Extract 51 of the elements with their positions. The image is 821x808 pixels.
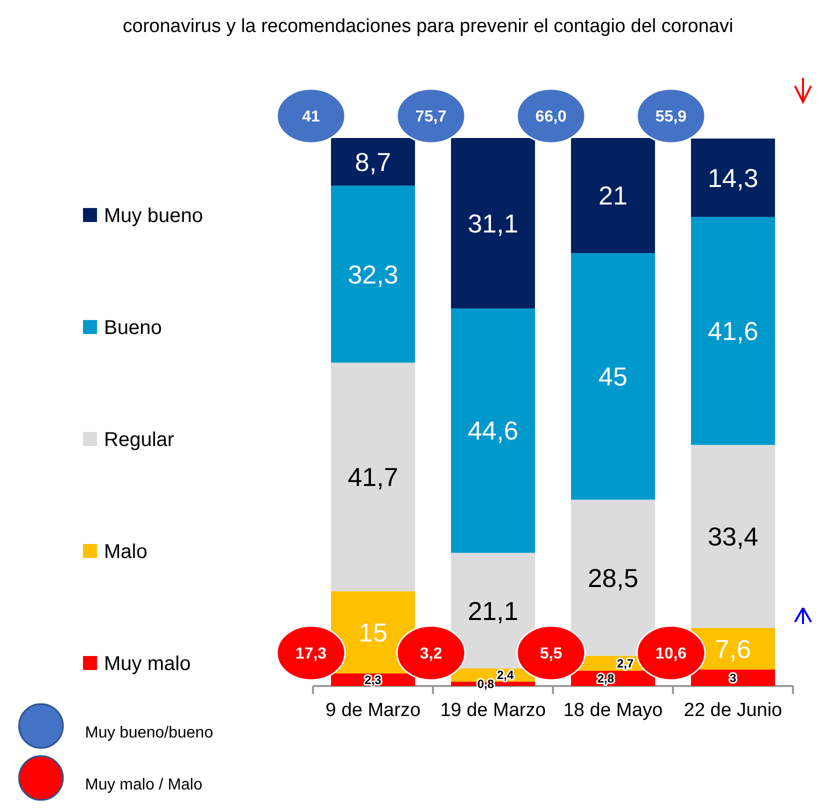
text: 41 — [302, 108, 320, 126]
data-label: 8,7 — [354, 146, 392, 177]
data-label: 33,4 — [708, 521, 758, 552]
data-label: 2,4 — [496, 668, 514, 682]
bar — [571, 253, 655, 500]
legend-label: Muy malo — [104, 653, 191, 675]
bar — [571, 138, 655, 254]
bar — [451, 138, 535, 308]
annotation: 17,3 — [295, 646, 327, 663]
legend-label: Bueno — [104, 317, 162, 339]
data-label: 7,6 — [714, 634, 752, 664]
bar — [691, 138, 775, 217]
bar — [331, 186, 415, 363]
bar — [571, 500, 655, 656]
data-label: 44,6 — [468, 416, 518, 446]
text: Muy malo / Malo — [85, 776, 202, 794]
text: 75,7 — [415, 108, 447, 126]
data-label: 2,8 — [597, 672, 614, 686]
text: 66,0 — [535, 108, 567, 126]
annotation: 5,5 — [540, 646, 562, 663]
text: Muy bueno/bueno — [85, 724, 214, 742]
data-label: 2,7 — [616, 656, 634, 670]
bar — [691, 444, 775, 628]
x-tick-label: 18 de Mayo — [563, 700, 663, 721]
bar — [451, 308, 535, 553]
bar — [331, 138, 415, 186]
x-tick-label: 9 de Marzo — [325, 700, 421, 721]
legend-label: Malo — [104, 541, 148, 563]
data-label: 32,3 — [348, 259, 398, 290]
data-label: 21 — [598, 180, 628, 211]
data-label: 14,3 — [708, 162, 758, 193]
annotation: 10,6 — [655, 646, 687, 663]
legend-label: Regular — [104, 429, 174, 451]
x-tick-label: 22 de Junio — [684, 700, 782, 721]
data-label: 41,7 — [348, 462, 398, 492]
data-label: 21,1 — [468, 596, 518, 626]
x-tick-label: 19 de Marzo — [440, 700, 546, 721]
annotation: 3,2 — [420, 646, 442, 663]
data-label: 2,3 — [364, 672, 382, 687]
chart-title: coronavirus y la recomendaciones para prevenir el contagio del coronavi — [122, 16, 734, 37]
data-label: 45 — [598, 361, 628, 392]
bar — [691, 216, 775, 445]
bar — [691, 670, 775, 686]
data-label: 41,6 — [708, 316, 758, 346]
legend-label: Muy bueno — [104, 205, 203, 227]
data-label: 15 — [358, 617, 388, 648]
data-label: 31,1 — [468, 208, 518, 238]
bar — [331, 362, 415, 592]
data-label: 28,5 — [588, 562, 638, 593]
data-label: 3 — [730, 670, 737, 685]
text: 55,9 — [655, 108, 687, 126]
